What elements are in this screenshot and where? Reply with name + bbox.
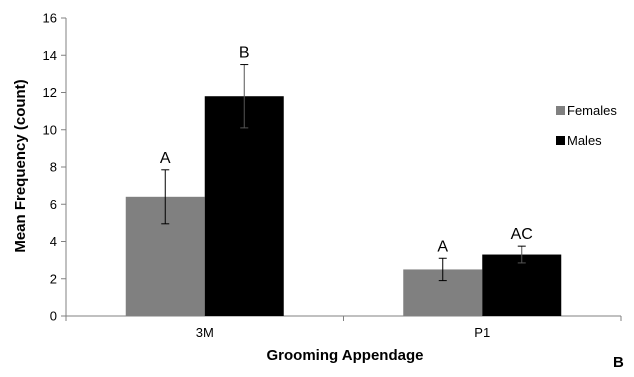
panel-label: B — [613, 354, 624, 371]
y-tick-label: 12 — [43, 85, 57, 100]
x-tick-label: P1 — [474, 325, 490, 340]
y-tick-label: 16 — [43, 11, 57, 26]
significance-letters: A B A AC — [160, 45, 533, 256]
legend-label-females: Females — [567, 103, 617, 118]
y-tick-label: 0 — [50, 309, 57, 324]
significance-letter: A — [437, 238, 448, 255]
legend-label-males: Males — [567, 133, 602, 148]
x-tick-label: 3M — [196, 325, 214, 340]
x-axis-title: Grooming Appendage — [267, 347, 424, 364]
significance-letter: AC — [511, 226, 533, 243]
bar-males-p1 — [482, 254, 562, 316]
legend-swatch-females — [556, 106, 565, 115]
y-tick-label: 8 — [50, 160, 57, 175]
error-bars — [161, 64, 526, 282]
y-tick-label: 10 — [43, 122, 57, 137]
bar-males-3m — [204, 96, 284, 316]
y-tick-label: 6 — [50, 197, 57, 212]
y-tick-label: 14 — [43, 48, 57, 63]
y-tick-label: 2 — [50, 271, 57, 286]
y-tick-label: 4 — [50, 234, 57, 249]
y-axis-title: Mean Frequency (count) — [12, 79, 29, 252]
bars — [125, 96, 562, 316]
legend-swatch-males — [556, 136, 565, 145]
significance-letter: A — [160, 150, 171, 167]
legend: Females Males — [556, 103, 617, 148]
significance-letter: B — [239, 45, 250, 62]
